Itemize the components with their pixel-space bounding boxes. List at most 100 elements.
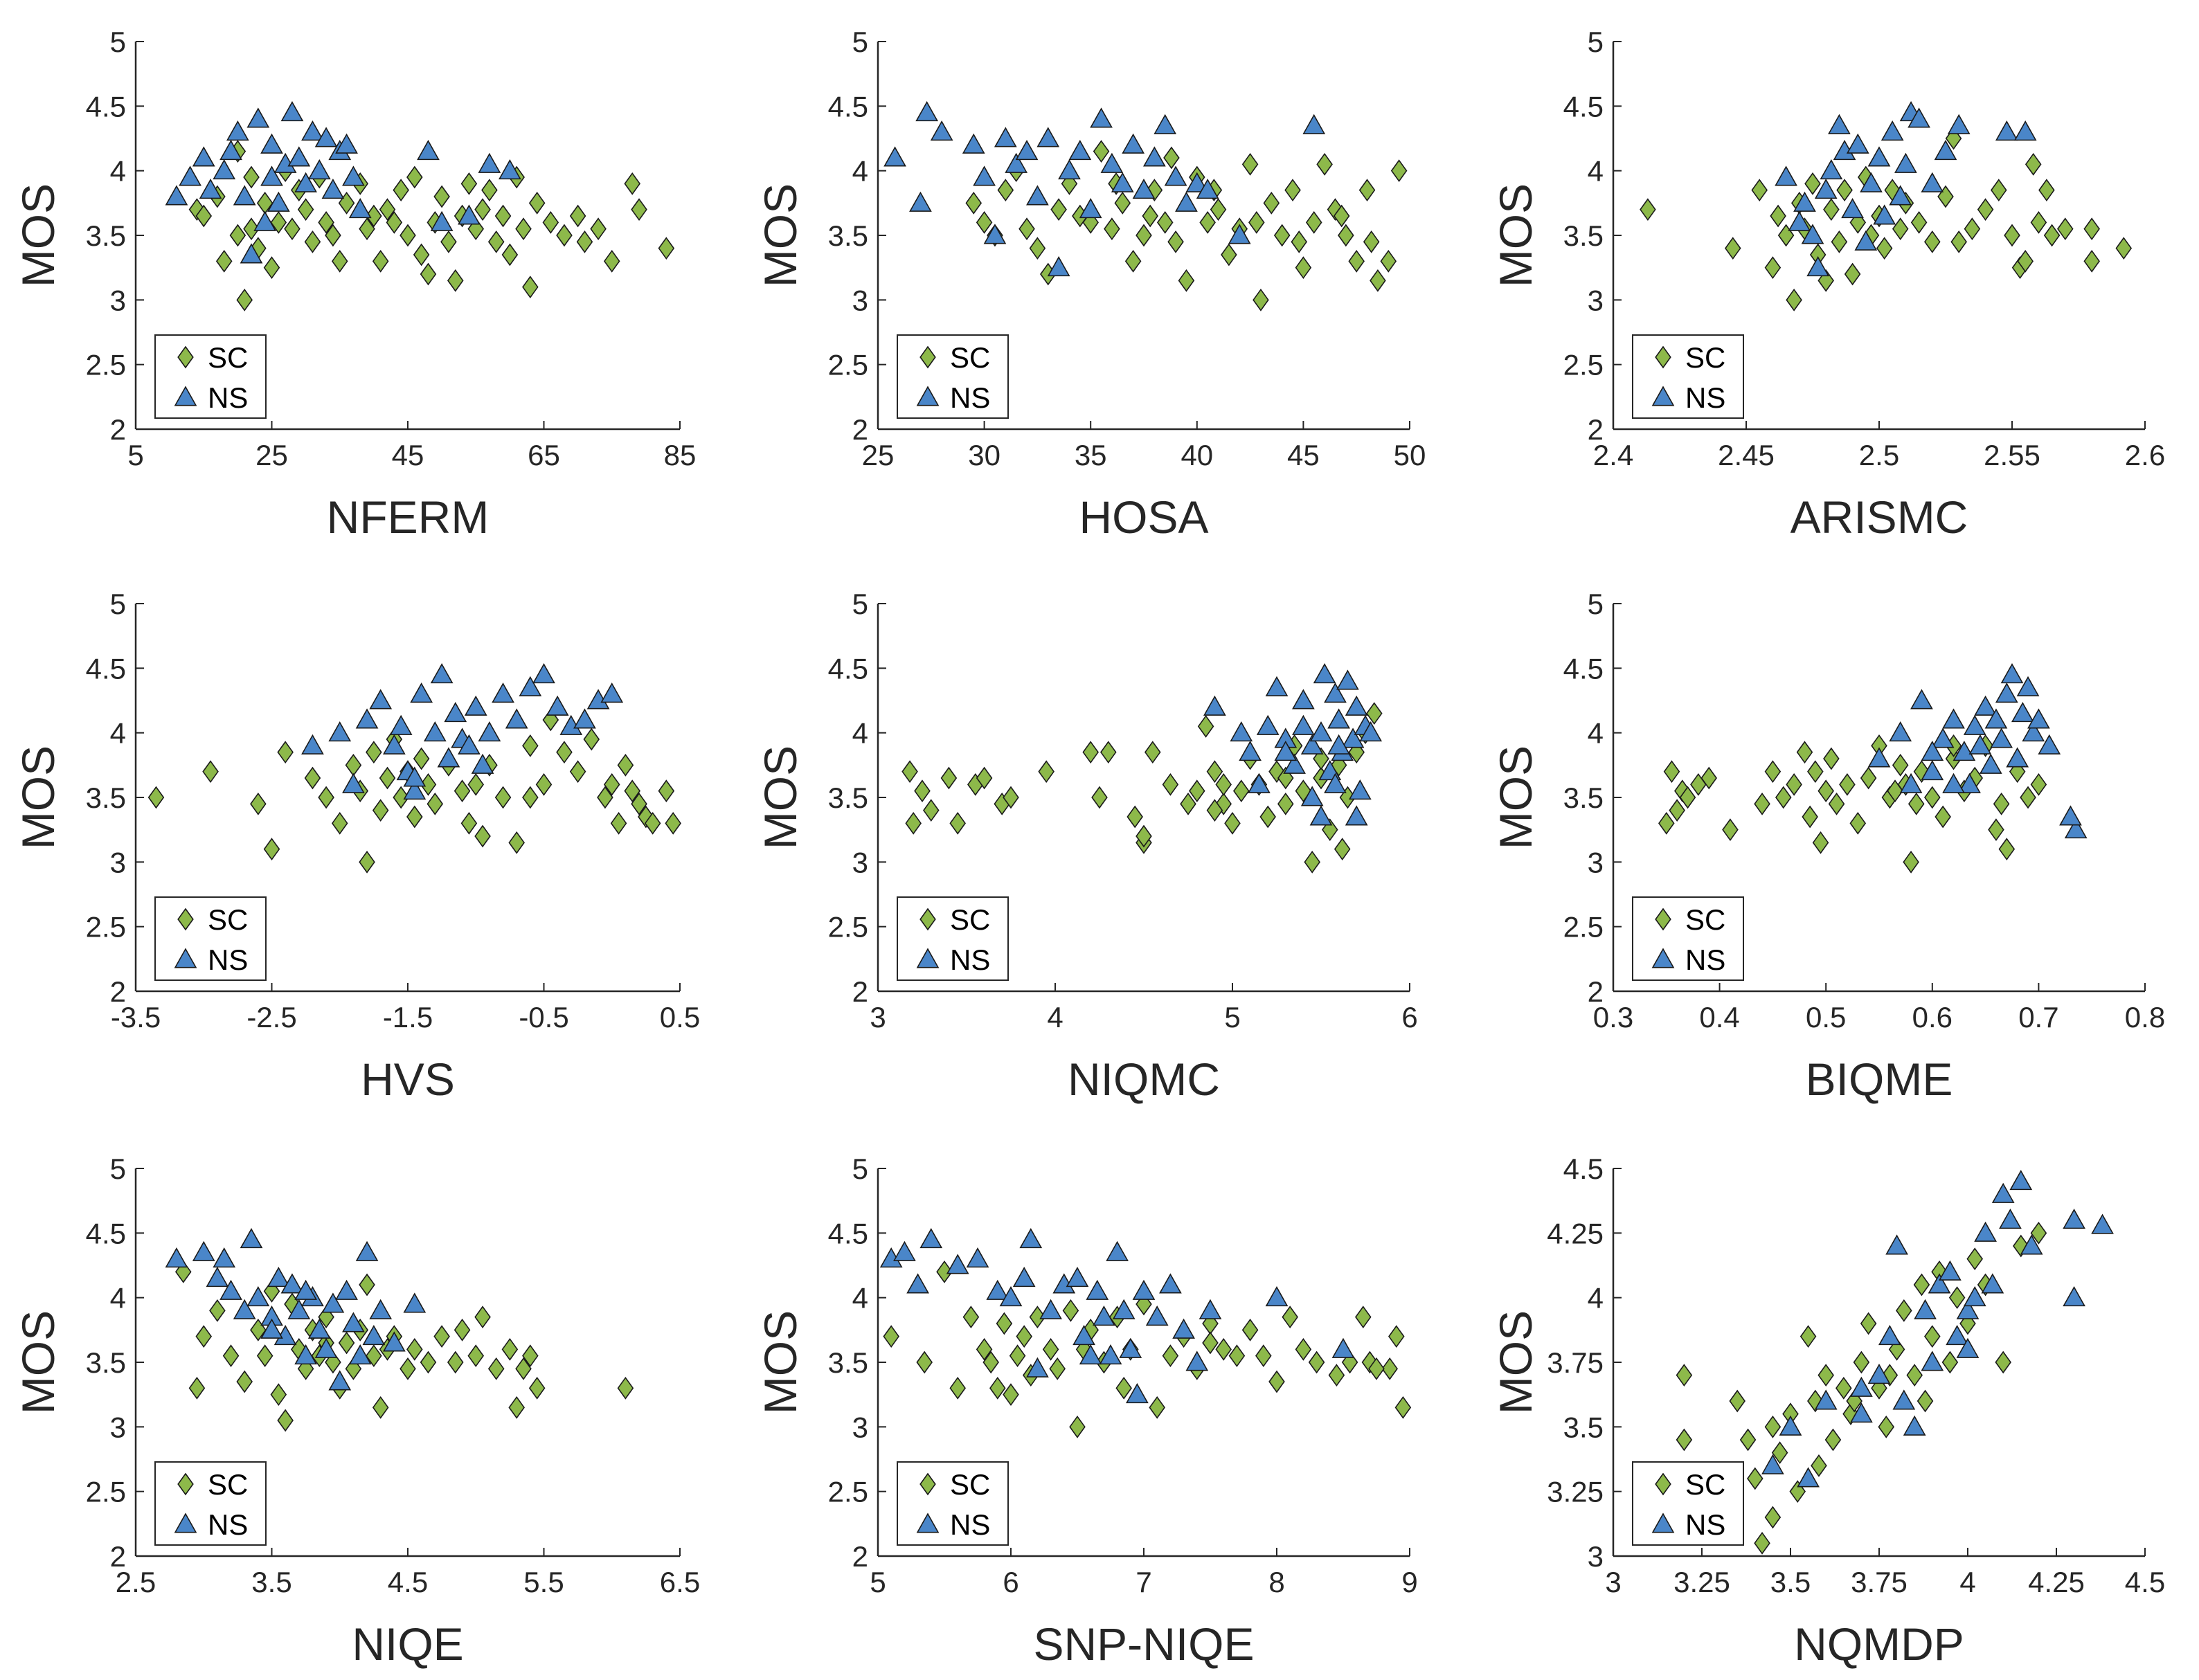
sc-point xyxy=(2038,179,2055,202)
sc-point xyxy=(467,1344,485,1368)
sc-point xyxy=(1754,1531,1770,1555)
ns-point xyxy=(1359,721,1383,742)
sc-point xyxy=(1308,1351,1325,1374)
sc-point xyxy=(1917,1389,1934,1413)
sc-point xyxy=(1839,773,1856,796)
x-tick-label: 45 xyxy=(392,439,424,471)
sc-point xyxy=(923,799,940,822)
ns-point xyxy=(1302,114,1326,134)
sc-point xyxy=(338,191,355,215)
sc-point xyxy=(1228,1344,1246,1368)
x-tick-label: 0.7 xyxy=(2018,1001,2058,1033)
sc-point xyxy=(1241,1318,1259,1342)
ns-point xyxy=(1256,714,1280,735)
sc-point xyxy=(406,165,423,189)
ns-point xyxy=(1005,152,1028,173)
series-ns xyxy=(1867,663,2088,839)
x-tick-label: 3 xyxy=(870,1001,886,1033)
sc-point xyxy=(1009,1344,1026,1368)
ns-point xyxy=(946,1254,969,1274)
sc-point xyxy=(508,1396,525,1419)
y-tick-label: 3 xyxy=(1588,846,1604,878)
sc-point xyxy=(297,1357,314,1380)
ns-point xyxy=(403,779,427,800)
sc-point xyxy=(1802,805,1818,829)
ns-point xyxy=(1345,805,1368,826)
ns-point xyxy=(1047,256,1070,277)
sc-point xyxy=(522,786,539,809)
sc-point xyxy=(1348,249,1365,273)
y-tick-label: 4.5 xyxy=(828,90,868,123)
ns-point xyxy=(1963,1286,1986,1307)
sc-point xyxy=(433,1325,450,1348)
legend-sc-marker xyxy=(919,907,936,931)
ns-point xyxy=(430,663,454,684)
sc-point xyxy=(2043,224,2061,247)
x-tick-label: 65 xyxy=(528,439,560,471)
ns-point xyxy=(1995,120,2018,141)
ns-point xyxy=(1846,133,1869,154)
x-tick-label: 35 xyxy=(1075,439,1107,471)
ns-point xyxy=(458,204,481,225)
sc-point xyxy=(624,779,641,803)
x-tick-label: 2.5 xyxy=(116,1566,156,1598)
x-tick-label: 5.5 xyxy=(523,1566,564,1598)
sc-point xyxy=(522,734,539,757)
subplot-hvs: -3.5 -2.5 -1.5 -0.5 0.5 2 2.5 3 3.5 4 4.5 5 HVS MOS SC… xyxy=(12,588,700,1105)
ns-point xyxy=(1903,1415,1926,1436)
y-tick-label: 5 xyxy=(110,26,126,58)
x-tick-label: 2.45 xyxy=(1718,439,1775,471)
ns-point xyxy=(1019,1228,1043,1249)
sc-point xyxy=(420,262,437,286)
sc-point xyxy=(1091,786,1108,809)
y-tick-label: 4.5 xyxy=(86,1217,126,1249)
sc-point xyxy=(2083,249,2100,273)
subplot-snp-niqe: 5 6 7 8 9 2 2.5 3 3.5 4 4.5 5 SNP-NIQE MOS SC NS xyxy=(755,1153,1418,1670)
sc-point xyxy=(284,217,300,241)
ns-point xyxy=(1132,1279,1156,1300)
x-axis-label: HOSA xyxy=(1079,491,1208,543)
sc-point xyxy=(1241,152,1259,176)
sc-point xyxy=(556,741,573,764)
ns-point xyxy=(1068,140,1092,161)
legend-box xyxy=(897,334,1009,419)
ns-point xyxy=(389,714,413,735)
ns-point xyxy=(1309,721,1333,742)
sc-point xyxy=(379,766,396,790)
sc-point xyxy=(1764,1506,1781,1529)
sc-point xyxy=(535,773,553,796)
sc-point xyxy=(487,1357,505,1380)
sc-point xyxy=(1941,1351,1959,1374)
sc-point xyxy=(1268,760,1285,784)
ns-point xyxy=(1899,773,1923,793)
ns-point xyxy=(335,1279,358,1300)
ns-point xyxy=(348,1344,372,1365)
sc-point xyxy=(576,230,593,253)
sc-point xyxy=(1050,198,1067,222)
ns-point xyxy=(1086,1279,1109,1300)
sc-point xyxy=(2004,224,2020,247)
y-tick-label: 4.5 xyxy=(86,652,126,685)
y-axis-label: MOS xyxy=(1490,746,1541,849)
sc-point xyxy=(962,1306,980,1329)
sc-point xyxy=(501,1337,519,1361)
ns-point xyxy=(1203,695,1226,716)
sc-point xyxy=(318,210,334,234)
ns-point xyxy=(966,1247,989,1268)
sc-point xyxy=(1775,786,1792,809)
y-tick-label: 3.5 xyxy=(86,1346,126,1379)
sc-point xyxy=(1836,1376,1852,1400)
ns-point xyxy=(1850,1402,1873,1423)
ns-point xyxy=(335,133,358,154)
x-tick-label: 6 xyxy=(1401,1001,1417,1033)
sc-point xyxy=(1906,1364,1923,1387)
sc-point xyxy=(427,792,444,815)
ns-point xyxy=(260,165,283,186)
sc-point xyxy=(515,1357,532,1380)
legend-sc-marker xyxy=(177,1472,194,1496)
y-tick-label: 4.5 xyxy=(828,652,868,685)
y-tick-label: 3 xyxy=(110,846,126,878)
sc-point xyxy=(1295,779,1312,803)
sc-point xyxy=(1361,1351,1379,1374)
